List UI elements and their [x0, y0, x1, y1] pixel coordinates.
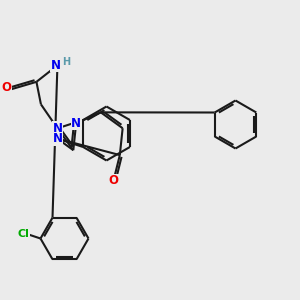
- Text: N: N: [52, 132, 62, 145]
- Text: O: O: [109, 174, 119, 188]
- Text: O: O: [2, 81, 11, 94]
- Text: N: N: [71, 117, 81, 130]
- Text: Cl: Cl: [17, 229, 29, 239]
- Text: N: N: [52, 122, 62, 135]
- Text: N: N: [51, 59, 61, 72]
- Text: H: H: [62, 57, 70, 67]
